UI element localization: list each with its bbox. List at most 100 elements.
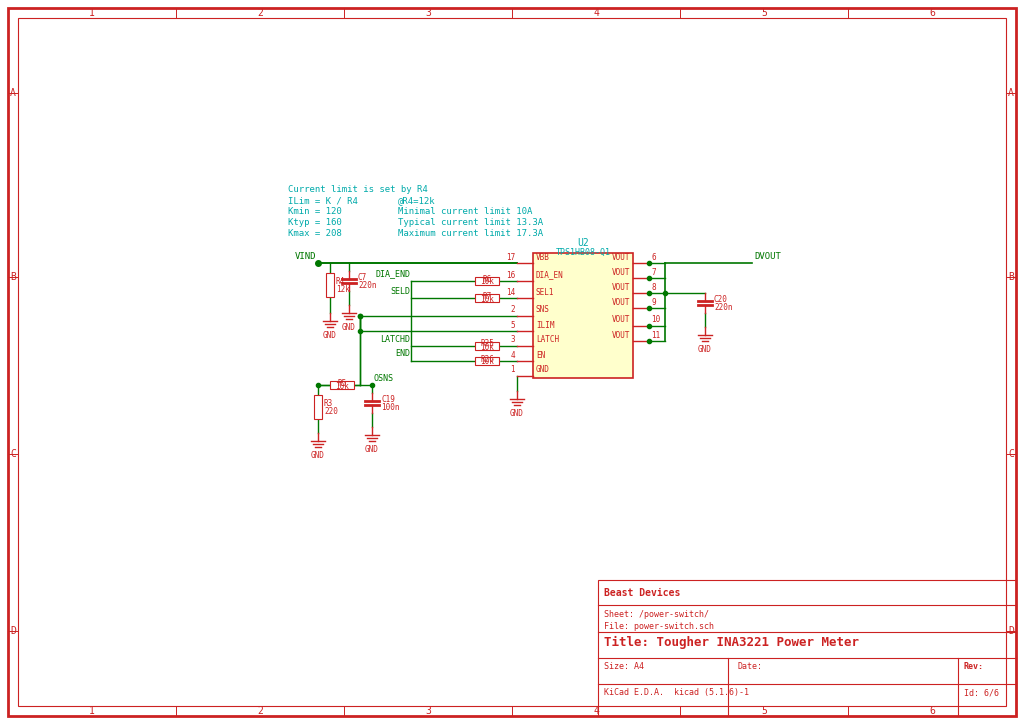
Text: DIA_END: DIA_END (375, 269, 410, 279)
Text: 16: 16 (506, 271, 515, 279)
Text: Id: 6/6: Id: 6/6 (964, 688, 999, 697)
Text: VOUT: VOUT (611, 268, 630, 277)
Text: GND: GND (342, 323, 356, 332)
Text: GND: GND (510, 408, 524, 418)
Text: Size: A4: Size: A4 (604, 662, 644, 671)
Bar (598, 580, 1016, 716)
Text: Beast Devices: Beast Devices (604, 588, 680, 598)
Text: 9: 9 (651, 298, 655, 307)
Text: 6: 6 (929, 706, 935, 716)
Text: 2: 2 (257, 706, 263, 716)
Text: 10k: 10k (480, 358, 494, 366)
Text: 8: 8 (651, 283, 655, 292)
Text: Date:: Date: (738, 662, 763, 671)
Text: 5: 5 (761, 706, 767, 716)
Text: 4: 4 (510, 350, 515, 360)
Text: 10k: 10k (480, 342, 494, 351)
Text: 4: 4 (593, 706, 599, 716)
Text: 220: 220 (324, 406, 338, 416)
Text: R4: R4 (336, 277, 345, 285)
Text: D: D (1008, 626, 1014, 636)
Text: VOUT: VOUT (611, 253, 630, 262)
Text: VIND: VIND (295, 252, 316, 261)
Bar (475, 277, 499, 285)
Text: 2: 2 (510, 306, 515, 314)
Text: C20: C20 (714, 295, 728, 303)
Text: Minimal current limit 10A: Minimal current limit 10A (398, 207, 532, 216)
Text: 11: 11 (651, 330, 660, 340)
Text: C19: C19 (381, 395, 395, 403)
Text: GND: GND (323, 331, 337, 340)
Text: TPS1HB08-Q1: TPS1HB08-Q1 (555, 248, 610, 257)
Text: R26: R26 (480, 355, 494, 363)
Bar (475, 356, 499, 364)
Text: Typical current limit 13.3A: Typical current limit 13.3A (398, 218, 543, 227)
Text: 3: 3 (510, 335, 515, 345)
Text: GND: GND (366, 445, 379, 454)
Text: A: A (1008, 88, 1014, 98)
Text: 3: 3 (425, 706, 431, 716)
Text: GND: GND (311, 451, 325, 460)
Text: U2: U2 (578, 238, 589, 248)
Text: KiCad E.D.A.  kicad (5.1.6)-1: KiCad E.D.A. kicad (5.1.6)-1 (604, 688, 749, 697)
Text: 1: 1 (89, 706, 95, 716)
Text: Current limit is set by R4: Current limit is set by R4 (288, 185, 428, 194)
Text: C: C (1008, 449, 1014, 459)
Text: @R4=12k: @R4=12k (398, 196, 435, 205)
Text: EN: EN (536, 350, 545, 360)
Text: DIA_EN: DIA_EN (536, 271, 564, 279)
Text: 10k: 10k (335, 382, 349, 391)
Text: 7: 7 (651, 268, 655, 277)
Text: R25: R25 (480, 340, 494, 348)
Text: ILIM: ILIM (536, 321, 555, 329)
Text: Rev:: Rev: (964, 662, 984, 671)
Text: 3: 3 (425, 8, 431, 18)
Bar (475, 294, 499, 302)
Text: GND: GND (536, 366, 550, 374)
Text: 17: 17 (506, 253, 515, 262)
Text: R3: R3 (324, 398, 333, 408)
Text: Ktyp = 160: Ktyp = 160 (288, 218, 342, 227)
Text: OSNS: OSNS (374, 374, 394, 383)
Text: VOUT: VOUT (611, 283, 630, 292)
Text: Maximum current limit 17.3A: Maximum current limit 17.3A (398, 229, 543, 238)
Text: ILim = K / R4: ILim = K / R4 (288, 196, 357, 205)
Text: END: END (395, 350, 410, 358)
Text: SNS: SNS (536, 306, 550, 314)
Text: 12k: 12k (336, 285, 350, 293)
Text: 10k: 10k (480, 295, 494, 304)
Text: 2: 2 (257, 8, 263, 18)
Text: VOUT: VOUT (611, 298, 630, 307)
Text: A: A (10, 88, 16, 98)
Text: B: B (1008, 272, 1014, 282)
Text: VOUT: VOUT (611, 316, 630, 324)
Bar (534, 253, 633, 378)
Text: VOUT: VOUT (611, 330, 630, 340)
Text: 10: 10 (651, 316, 660, 324)
Text: Kmax = 208: Kmax = 208 (288, 229, 342, 238)
Text: R6: R6 (482, 274, 492, 284)
Text: 6: 6 (929, 8, 935, 18)
Text: LATCH: LATCH (536, 335, 559, 345)
Text: R7: R7 (482, 292, 492, 301)
Text: GND: GND (698, 345, 712, 354)
Text: 14: 14 (506, 288, 515, 297)
Text: VBB: VBB (536, 253, 550, 262)
Text: SELD: SELD (390, 287, 410, 296)
Bar (314, 395, 322, 419)
Text: Title: Tougher INA3221 Power Meter: Title: Tougher INA3221 Power Meter (604, 636, 859, 649)
Text: R5: R5 (337, 379, 347, 388)
Text: LATCHD: LATCHD (380, 334, 410, 343)
Bar (475, 342, 499, 350)
Text: 6: 6 (651, 253, 655, 262)
Bar (330, 381, 354, 389)
Text: SEL1: SEL1 (536, 288, 555, 297)
Text: Sheet: /power-switch/: Sheet: /power-switch/ (604, 610, 709, 619)
Text: D: D (10, 626, 16, 636)
Text: B: B (10, 272, 16, 282)
Text: 10k: 10k (480, 277, 494, 287)
Text: 5: 5 (761, 8, 767, 18)
Text: 100n: 100n (381, 403, 399, 411)
Text: Kmin = 120: Kmin = 120 (288, 207, 342, 216)
Text: 220n: 220n (714, 303, 732, 311)
